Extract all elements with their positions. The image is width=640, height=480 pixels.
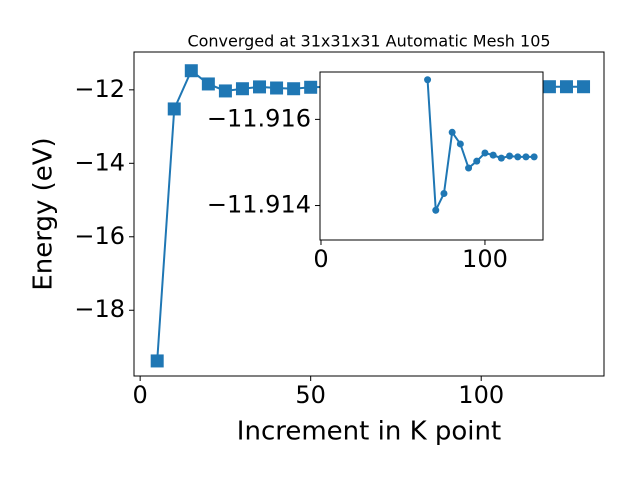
marker xyxy=(270,81,284,95)
marker xyxy=(440,189,448,197)
x-tick-label: 100 xyxy=(462,245,508,273)
marker xyxy=(218,84,232,98)
marker xyxy=(253,80,267,94)
marker xyxy=(235,82,249,96)
marker xyxy=(201,77,215,91)
y-tick-label: −16 xyxy=(74,222,125,250)
marker xyxy=(448,128,456,136)
marker xyxy=(530,153,538,161)
x-tick-label: 50 xyxy=(295,381,326,409)
marker xyxy=(481,149,489,157)
x-tick-label: 0 xyxy=(132,381,147,409)
marker xyxy=(287,82,301,96)
marker xyxy=(167,102,181,116)
y-tick-label: −18 xyxy=(74,295,125,323)
marker xyxy=(489,151,497,159)
marker xyxy=(514,153,522,161)
y-tick-label: −14 xyxy=(74,148,125,176)
marker xyxy=(184,64,198,78)
marker xyxy=(542,80,556,94)
marker xyxy=(506,152,514,160)
marker xyxy=(497,154,505,162)
axes-frame xyxy=(133,51,605,377)
marker xyxy=(150,354,164,368)
marker xyxy=(522,153,530,161)
y-tick-label: −12 xyxy=(74,75,125,103)
chart-title: Converged at 31x31x31 Automatic Mesh 105 xyxy=(187,32,550,51)
marker xyxy=(424,76,432,84)
marker xyxy=(559,80,573,94)
y-axis-label: Energy (eV) xyxy=(29,137,59,290)
y-tick-label: −11.916 xyxy=(207,104,311,132)
marker xyxy=(473,157,481,165)
marker xyxy=(456,140,464,148)
marker xyxy=(465,164,473,172)
x-axis-label: Increment in K point xyxy=(237,417,501,447)
marker xyxy=(304,80,318,94)
marker xyxy=(577,80,591,94)
marker xyxy=(432,206,440,214)
x-tick-label: 0 xyxy=(313,245,328,273)
x-tick-label: 100 xyxy=(458,381,504,409)
y-tick-label: −11.914 xyxy=(207,191,311,219)
axes-frame xyxy=(319,71,544,241)
